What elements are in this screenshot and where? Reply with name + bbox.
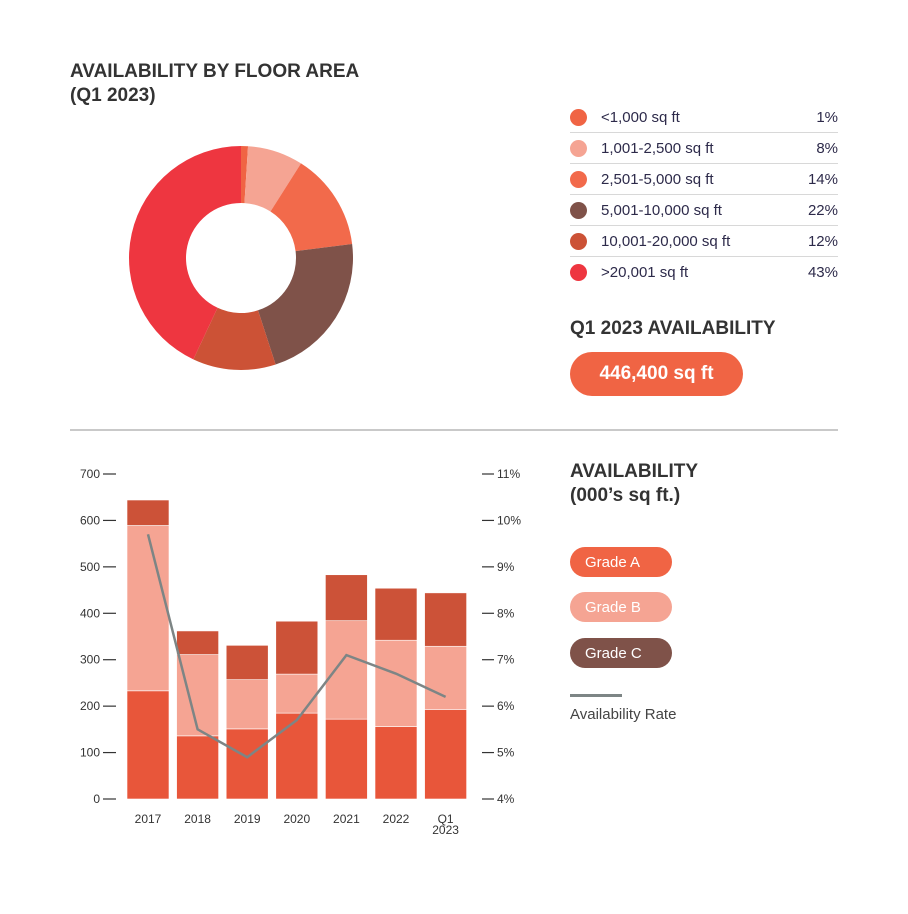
bar-segment-grade-b bbox=[225, 679, 269, 730]
y2-tick-label: 7% bbox=[497, 653, 515, 667]
floor-area-legend: <1,000 sq ft 1% 1,001-2,500 sq ft 8% 2,501… bbox=[570, 102, 838, 287]
bar-segment-grade-a bbox=[275, 712, 319, 800]
legend-rate-line-icon bbox=[570, 694, 622, 697]
legend-row: 5,001-10,000 sq ft 22% bbox=[570, 195, 838, 226]
x-tick-label: 2023 bbox=[432, 823, 459, 837]
bar-segment-grade-c bbox=[126, 499, 170, 526]
legend-label: 10,001-20,000 sq ft bbox=[601, 232, 731, 250]
y2-tick-label: 9% bbox=[497, 560, 515, 574]
donut-title-line1: AVAILABILITY BY FLOOR AREA bbox=[70, 61, 360, 82]
legend-label: >20,001 sq ft bbox=[601, 263, 689, 281]
donut-slice bbox=[257, 243, 353, 365]
legend-row: 10,001-20,000 sq ft 12% bbox=[570, 226, 838, 257]
y-tick-label: 300 bbox=[80, 653, 100, 667]
bar-segment-grade-c bbox=[225, 645, 269, 680]
donut-title: AVAILABILITY BY FLOOR AREA (Q1 2023) bbox=[70, 60, 359, 108]
donut-slice bbox=[129, 146, 241, 360]
y-tick-label: 100 bbox=[80, 746, 100, 760]
y2-tick-label: 8% bbox=[497, 606, 515, 620]
y2-tick-label: 6% bbox=[497, 699, 515, 713]
legend-label: 2,501-5,000 sq ft bbox=[601, 170, 714, 188]
y-tick-label: 400 bbox=[80, 606, 100, 620]
legend-row: <1,000 sq ft 1% bbox=[570, 102, 838, 133]
x-tick-label: 2020 bbox=[283, 812, 310, 826]
legend-dot-icon bbox=[570, 263, 587, 281]
bar-segment-grade-b bbox=[126, 525, 170, 692]
bar-segment-grade-b bbox=[176, 654, 219, 737]
legend-grade-a: Grade A bbox=[570, 547, 672, 577]
bar-segment-grade-c bbox=[424, 592, 467, 647]
x-tick-label: Q1 bbox=[438, 812, 454, 826]
y2-tick-label: 5% bbox=[497, 746, 515, 760]
legend-row: 1,001-2,500 sq ft 8% bbox=[570, 133, 838, 164]
legend-row: 2,501-5,000 sq ft 14% bbox=[570, 164, 838, 195]
x-tick-label: 2021 bbox=[333, 812, 360, 826]
y-tick-label: 500 bbox=[80, 560, 100, 574]
bar-segment-grade-b bbox=[374, 639, 418, 727]
legend-value: 43% bbox=[807, 263, 838, 281]
donut-slice bbox=[244, 146, 302, 212]
legend-value: 12% bbox=[807, 232, 838, 250]
legend-grade-b: Grade B bbox=[570, 592, 672, 622]
donut-slice bbox=[241, 146, 249, 204]
bar-segment-grade-c bbox=[275, 620, 319, 675]
bar-chart-title: AVAILABILITY (000’s sq ft.) bbox=[570, 460, 698, 508]
section-divider bbox=[70, 429, 838, 431]
availability-value-badge: 446,400 sq ft bbox=[570, 352, 743, 396]
legend-dot-icon bbox=[570, 232, 587, 250]
donut-title-line2: (Q1 2023) bbox=[70, 85, 156, 106]
bar-segment-grade-a bbox=[424, 709, 467, 800]
bar-segment-grade-c bbox=[176, 630, 219, 655]
legend-dot-icon bbox=[570, 201, 587, 219]
bar-segment-grade-b bbox=[424, 645, 467, 710]
y-tick-label: 0 bbox=[93, 792, 100, 806]
bar-segment-grade-a bbox=[374, 726, 418, 800]
legend-grade-c: Grade C bbox=[570, 638, 672, 668]
bar-segment-grade-a bbox=[225, 728, 269, 800]
y-tick-label: 600 bbox=[80, 513, 100, 527]
legend-value: 8% bbox=[816, 139, 838, 157]
legend-dot-icon bbox=[570, 108, 587, 126]
legend-label: 1,001-2,500 sq ft bbox=[601, 139, 714, 157]
legend-row: >20,001 sq ft 43% bbox=[570, 257, 838, 287]
legend-rate-label: Availability Rate bbox=[570, 706, 677, 723]
bar-segment-grade-b bbox=[275, 673, 319, 714]
legend-value: 22% bbox=[807, 201, 838, 219]
bar-segment-grade-b bbox=[325, 620, 368, 720]
legend-value: 1% bbox=[816, 108, 838, 126]
bar-segment-grade-c bbox=[374, 587, 418, 641]
legend-value: 14% bbox=[807, 170, 838, 188]
y-tick-label: 700 bbox=[80, 467, 100, 481]
legend-label: <1,000 sq ft bbox=[601, 108, 680, 126]
legend-dot-icon bbox=[570, 139, 587, 157]
y-tick-label: 200 bbox=[80, 699, 100, 713]
legend-label: 5,001-10,000 sq ft bbox=[601, 201, 722, 219]
x-tick-label: 2022 bbox=[383, 812, 410, 826]
donut-slice bbox=[193, 307, 276, 371]
donut-slice bbox=[270, 163, 353, 252]
y2-tick-label: 4% bbox=[497, 792, 515, 806]
bar-chart-title-line1: AVAILABILITY bbox=[570, 461, 699, 482]
x-tick-label: 2017 bbox=[135, 812, 162, 826]
bar-segment-grade-c bbox=[325, 574, 368, 622]
bar-chart-title-line2: (000’s sq ft.) bbox=[570, 485, 681, 506]
y2-tick-label: 11% bbox=[497, 467, 520, 481]
bar-segment-grade-a bbox=[325, 718, 368, 800]
x-tick-label: 2018 bbox=[184, 812, 211, 826]
bar-segment-grade-a bbox=[126, 690, 170, 800]
legend-dot-icon bbox=[570, 170, 587, 188]
bar-segment-grade-a bbox=[176, 735, 219, 800]
y2-tick-label: 10% bbox=[497, 513, 521, 527]
availability-title: Q1 2023 AVAILABILITY bbox=[570, 318, 776, 339]
x-tick-label: 2019 bbox=[234, 812, 261, 826]
